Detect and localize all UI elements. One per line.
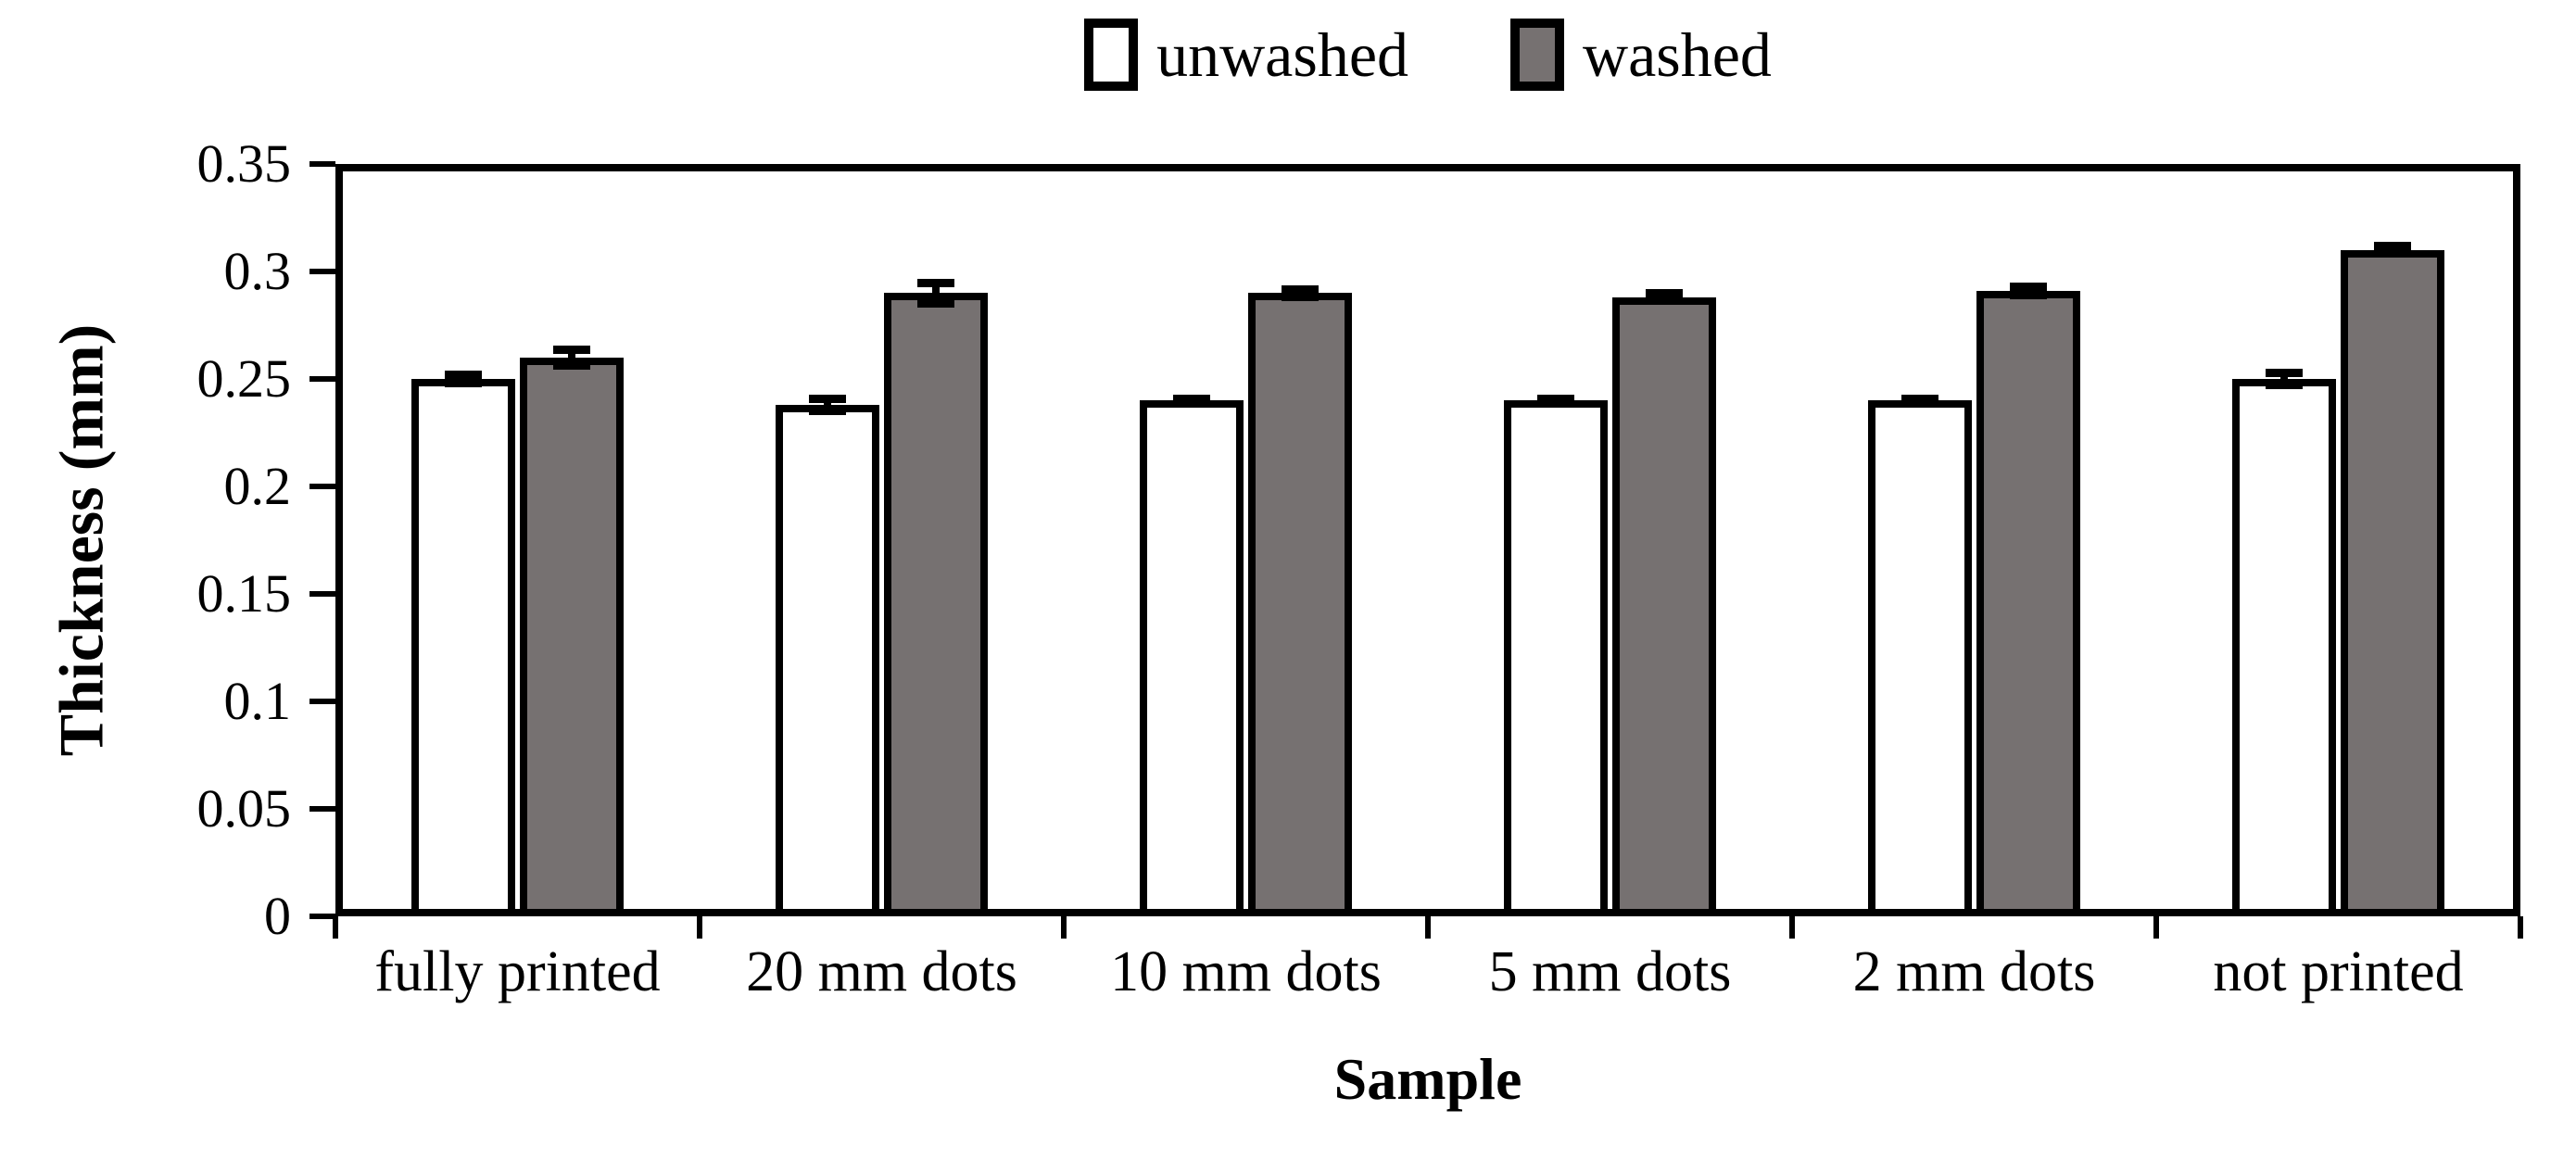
x-axis-category-label: 20 mm dots xyxy=(746,940,1017,1003)
error-bar-cap-top xyxy=(1646,289,1683,298)
error-bar-cap-top xyxy=(2010,283,2047,292)
plot-area xyxy=(335,164,2520,916)
bar-washed xyxy=(1248,293,1352,916)
error-bar-cap-bottom xyxy=(809,406,846,415)
legend-label: washed xyxy=(1583,19,1772,90)
error-bar-cap-top xyxy=(553,345,590,354)
error-bar-line xyxy=(932,282,940,304)
bar-washed xyxy=(884,293,988,916)
bar-washed xyxy=(2341,249,2444,916)
y-axis-tick xyxy=(309,806,335,812)
y-axis-tick xyxy=(309,591,335,597)
bar-washed xyxy=(1976,290,2080,916)
bar-unwashed xyxy=(1868,400,1972,916)
error-bar-cap-bottom xyxy=(2010,290,2047,299)
x-axis-title: Sample xyxy=(1333,1046,1522,1112)
error-bar-cap-bottom xyxy=(1646,296,1683,306)
x-axis-tick xyxy=(1061,916,1067,939)
x-axis-category-label: 10 mm dots xyxy=(1110,940,1382,1003)
error-bar-cap-bottom xyxy=(1537,397,1574,407)
error-bar-cap-bottom xyxy=(553,361,590,371)
y-axis-tick-label: 0.05 xyxy=(196,778,292,838)
error-bar-cap-top xyxy=(2374,242,2411,251)
bar-unwashed xyxy=(411,379,515,916)
x-axis-category-label: fully printed xyxy=(374,940,661,1003)
y-axis-tick xyxy=(309,699,335,704)
error-bar-line xyxy=(568,348,575,367)
bar-washed xyxy=(520,357,624,916)
x-axis-tick xyxy=(2518,916,2523,939)
error-bar-cap-bottom xyxy=(1901,397,1938,407)
plot-frame xyxy=(335,164,2520,916)
y-axis-tick xyxy=(309,484,335,489)
error-bar-line xyxy=(824,397,831,411)
bar-washed xyxy=(1612,296,1716,916)
bar-unwashed xyxy=(2232,379,2336,916)
y-axis-tick-label: 0.25 xyxy=(196,348,292,409)
error-bar-cap-top xyxy=(809,394,846,403)
error-bar-cap-bottom xyxy=(1282,292,1319,301)
y-axis-tick-label: 0 xyxy=(264,886,291,946)
y-axis-tick-label: 0.15 xyxy=(196,563,292,624)
error-bar-cap-bottom xyxy=(917,298,954,308)
y-axis-tick-label: 0.2 xyxy=(223,456,292,516)
legend-item-washed: washed xyxy=(1510,19,1772,91)
legend-swatch-unwashed xyxy=(1084,19,1139,91)
x-axis-category-label: 2 mm dots xyxy=(1852,940,2096,1003)
x-axis-tick xyxy=(333,916,338,939)
error-bar-cap-bottom xyxy=(2266,380,2303,389)
bar-unwashed xyxy=(1140,400,1244,916)
y-axis-tick xyxy=(309,269,335,274)
y-axis-tick-label: 0.35 xyxy=(196,133,292,194)
x-axis-tick xyxy=(697,916,702,939)
y-axis-tick-label: 0.3 xyxy=(223,241,292,301)
y-axis-tick xyxy=(309,914,335,919)
y-axis-tick-label: 0.1 xyxy=(223,671,292,731)
error-bar-cap-bottom xyxy=(445,378,482,387)
x-axis-tick xyxy=(1789,916,1795,939)
bar-unwashed xyxy=(1504,400,1608,916)
error-bar-cap-top xyxy=(445,371,482,380)
x-axis-tick xyxy=(2153,916,2159,939)
error-bar-cap-top xyxy=(1282,284,1319,294)
y-axis-tick xyxy=(309,161,335,167)
bar-unwashed xyxy=(776,404,879,916)
x-axis-tick xyxy=(1425,916,1431,939)
y-axis-tick xyxy=(309,376,335,382)
legend-swatch-washed xyxy=(1510,19,1564,91)
chart-legend: unwashed washed xyxy=(335,19,2520,91)
error-bar-cap-top xyxy=(917,278,954,287)
error-bar-line xyxy=(2280,372,2288,385)
legend-item-unwashed: unwashed xyxy=(1084,19,1408,91)
error-bar-cap-bottom xyxy=(1173,397,1210,407)
error-bar-cap-top xyxy=(2266,369,2303,378)
x-axis-category-label: 5 mm dots xyxy=(1488,940,1732,1003)
legend-label: unwashed xyxy=(1156,19,1408,90)
x-axis-category-label: not printed xyxy=(2213,940,2464,1003)
error-bar-cap-bottom xyxy=(2374,249,2411,258)
